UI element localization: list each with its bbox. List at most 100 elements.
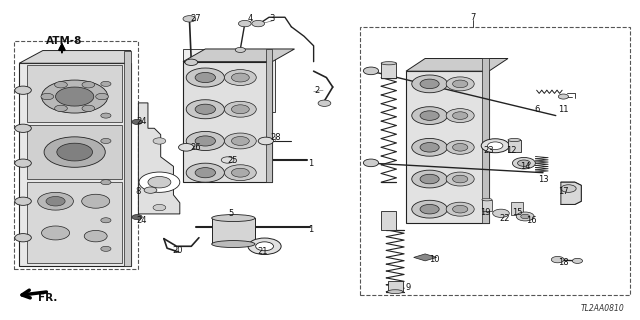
Circle shape (412, 75, 447, 93)
Circle shape (82, 105, 95, 112)
Circle shape (185, 59, 198, 66)
Circle shape (46, 196, 65, 206)
Text: 15: 15 (512, 208, 523, 217)
Circle shape (225, 133, 256, 149)
Circle shape (186, 68, 225, 87)
Circle shape (232, 105, 249, 114)
Circle shape (225, 69, 256, 85)
Text: 3: 3 (269, 14, 275, 23)
Circle shape (100, 113, 111, 118)
Circle shape (57, 143, 93, 161)
Circle shape (239, 20, 251, 27)
Bar (19, 63, 131, 266)
Circle shape (139, 172, 180, 192)
Ellipse shape (482, 198, 492, 201)
Circle shape (100, 180, 111, 185)
Circle shape (15, 197, 31, 205)
Text: 9: 9 (405, 283, 411, 292)
Circle shape (183, 16, 196, 22)
Circle shape (412, 107, 447, 124)
Circle shape (232, 137, 249, 145)
Polygon shape (266, 49, 272, 182)
Text: FR.: FR. (38, 293, 57, 303)
Circle shape (186, 100, 225, 119)
Bar (183, 62, 272, 182)
Circle shape (248, 238, 281, 254)
Circle shape (412, 170, 447, 188)
Circle shape (446, 140, 474, 154)
Polygon shape (19, 51, 131, 63)
Circle shape (481, 139, 509, 153)
Text: 1: 1 (308, 159, 313, 168)
Text: 13: 13 (538, 174, 548, 184)
Circle shape (148, 177, 171, 188)
Circle shape (100, 218, 111, 223)
Circle shape (420, 174, 439, 184)
Circle shape (153, 138, 166, 144)
Circle shape (518, 160, 531, 166)
Text: 16: 16 (526, 216, 537, 225)
Text: 5: 5 (228, 209, 234, 219)
Circle shape (44, 137, 105, 167)
Text: 6: 6 (534, 105, 540, 114)
Circle shape (521, 214, 530, 219)
Text: 28: 28 (270, 133, 281, 142)
Text: 22: 22 (500, 214, 510, 223)
Bar (482, 200, 492, 211)
Circle shape (446, 172, 474, 186)
Bar (27, 125, 122, 179)
Circle shape (493, 209, 509, 217)
Circle shape (42, 80, 108, 113)
Text: 26: 26 (191, 143, 201, 152)
Circle shape (100, 81, 111, 86)
Circle shape (15, 234, 31, 242)
Circle shape (572, 258, 582, 263)
Text: 7: 7 (470, 13, 476, 22)
Text: 10: 10 (429, 255, 440, 264)
Bar (14, 41, 138, 269)
Polygon shape (406, 59, 508, 71)
Circle shape (318, 100, 331, 106)
Bar (27, 65, 122, 122)
Circle shape (41, 93, 54, 100)
Circle shape (255, 242, 273, 251)
Polygon shape (483, 59, 489, 223)
Circle shape (15, 159, 31, 167)
Circle shape (364, 159, 379, 167)
Bar (381, 211, 396, 230)
Circle shape (488, 142, 503, 149)
Polygon shape (413, 254, 436, 261)
Text: 17: 17 (558, 187, 569, 196)
Circle shape (232, 73, 249, 82)
Circle shape (100, 139, 111, 143)
Circle shape (446, 108, 474, 123)
Circle shape (412, 200, 447, 218)
Text: 2: 2 (314, 86, 319, 95)
Bar (212, 218, 255, 244)
Circle shape (420, 204, 439, 214)
Text: 24: 24 (136, 117, 147, 126)
Text: 1: 1 (308, 225, 313, 234)
Text: 18: 18 (558, 258, 569, 267)
Polygon shape (124, 51, 131, 266)
Circle shape (56, 87, 94, 106)
Circle shape (132, 215, 142, 220)
Bar (508, 140, 521, 152)
Circle shape (54, 82, 67, 88)
Circle shape (195, 136, 216, 146)
Text: 20: 20 (173, 246, 183, 255)
Text: TL2AA0810: TL2AA0810 (581, 304, 625, 313)
Circle shape (84, 230, 107, 242)
Circle shape (42, 226, 70, 240)
Polygon shape (561, 182, 581, 204)
Circle shape (100, 246, 111, 252)
Circle shape (452, 80, 468, 88)
Circle shape (420, 111, 439, 120)
Circle shape (236, 47, 246, 52)
Text: 24: 24 (136, 216, 147, 225)
Polygon shape (183, 49, 294, 62)
Circle shape (513, 157, 536, 169)
Circle shape (82, 194, 109, 208)
Bar (511, 202, 523, 215)
Bar (388, 281, 403, 292)
